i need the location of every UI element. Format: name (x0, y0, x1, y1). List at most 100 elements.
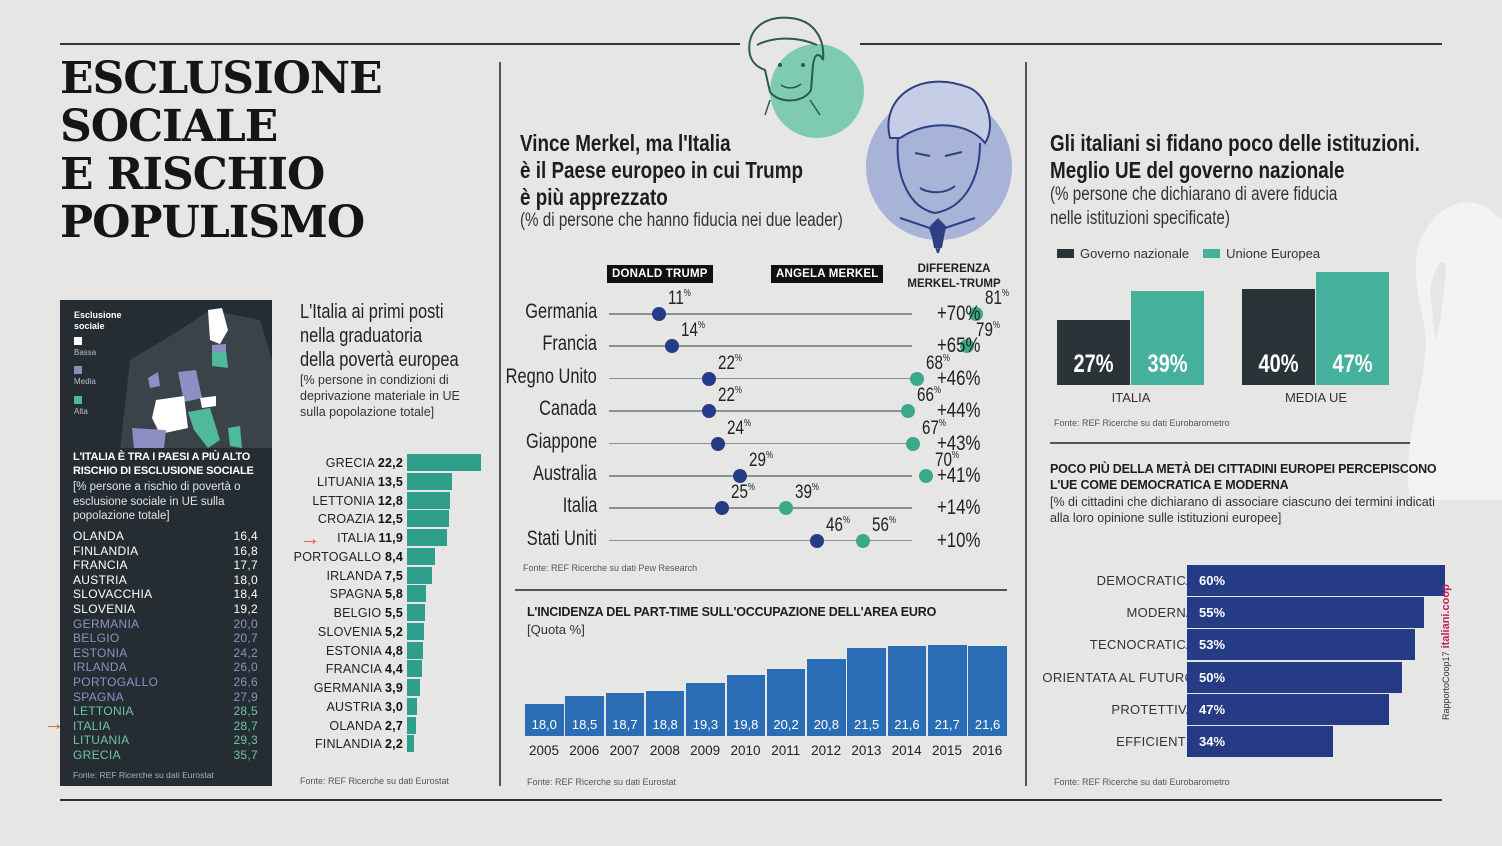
country-value: 7,5 (385, 568, 403, 583)
deprivation-subheading: [% persone in condizioni di deprivazione… (300, 373, 460, 419)
country-value: 22,2 (377, 456, 403, 470)
map-greece (228, 426, 242, 448)
eu-perception-bar: 34% (1187, 726, 1334, 757)
row-country: IRLANDA (73, 660, 128, 675)
term-label: EFFICIENTE (1116, 734, 1195, 749)
country-label: Francia (542, 332, 597, 356)
bottom-rule (60, 799, 1442, 801)
country-label: Stati Uniti (526, 526, 597, 550)
parttime-bar (847, 648, 886, 736)
country-value: 2,7 (385, 718, 403, 733)
bar-value-label: 27% (1073, 350, 1114, 378)
trump-portrait-icon (887, 80, 991, 253)
exclusion-row: ITALIA 28,7 (73, 719, 258, 734)
year-label: 2008 (649, 743, 680, 758)
year-label: 2011 (771, 743, 801, 758)
exclusion-row: GRECIA 35,7 (73, 748, 258, 763)
difference-value: +46% (937, 366, 981, 390)
bar-label: 21,5 (853, 717, 880, 732)
row-line (609, 345, 912, 347)
country-name: LETTONIA (312, 493, 378, 508)
country-label: Germania (525, 300, 597, 323)
deprivation-label: CROAZIA 12,5 (318, 512, 403, 526)
bar-label: 21,6 (894, 717, 920, 732)
top-rule-right (860, 43, 1442, 45)
bar-label: 19,8 (733, 717, 759, 732)
row-line (609, 442, 912, 445)
row-country: LETTONIA (73, 704, 134, 719)
row-value: 17,7 (233, 558, 258, 573)
fiducia-bar: 39% (1131, 291, 1204, 385)
exclusion-row: ESTONIA 24,2 (73, 646, 258, 661)
exclusion-row: SPAGNA 27,9 (73, 690, 258, 705)
deprivation-label: PORTOGALLO 8,4 (294, 550, 403, 564)
exclusion-row: LITUANIA 29,3 (73, 733, 258, 748)
bar-value-label: 50% (1199, 669, 1226, 685)
merkel-value: 79% (975, 320, 1000, 342)
map-ireland (148, 372, 160, 388)
country-value: 8,4 (385, 549, 403, 564)
country-value: 11,9 (378, 531, 403, 545)
deprivation-title: L'Italia ai primi posti nella graduatori… (300, 300, 464, 372)
country-name: ESTONIA (325, 643, 386, 658)
deprivation-bar (407, 529, 447, 546)
deprivation-row: SLOVENIA 5,2 (285, 622, 495, 642)
parttime-bar (605, 692, 645, 736)
deprivation-label: SPAGNA 5,8 (330, 587, 403, 601)
legend-swatch (74, 396, 82, 404)
country-name: BELGIO (333, 606, 386, 620)
brand-link[interactable]: italiani.coop (1440, 584, 1452, 649)
deprivation-label: GERMANIA 3,9 (314, 681, 403, 695)
trump-value: 14% (681, 320, 706, 342)
legend-media: Media (74, 366, 96, 386)
difference-value: +10% (937, 528, 981, 552)
country-value: 13,5 (377, 474, 403, 489)
row-value: 16,4 (233, 529, 258, 543)
title-line: della povertà europea (300, 349, 459, 371)
exclusion-row: AUSTRIA 18,0 (73, 573, 258, 588)
country-name: ITALIA (337, 531, 379, 545)
exclusion-panel: Esclusione sociale Bassa Media Alta L'IT… (60, 300, 272, 786)
column-divider-2 (1025, 62, 1027, 786)
row-value: 27,9 (233, 689, 258, 704)
row-value: 28,7 (233, 718, 258, 733)
row-country: FINLANDIA (73, 543, 139, 558)
eu-perception-title: POCO PIÙ DELLA METÀ DEI CITTADINI EUROPE… (1050, 462, 1437, 492)
trump-value: 22% (717, 352, 742, 374)
term-label: ORIENTATA AL FUTURO (1042, 669, 1195, 685)
map-legend-title: Esclusione sociale (74, 310, 122, 331)
merkel-dot (919, 469, 934, 483)
merkel-dot (959, 339, 974, 354)
row-value: 16,8 (233, 543, 258, 558)
trust-row: Canada 22% 66% +44% (505, 385, 1005, 422)
bar-value-label: 53% (1199, 637, 1226, 653)
country-value: 4,8 (385, 643, 403, 658)
country-value: 5,5 (385, 606, 403, 620)
merkel-dot (855, 533, 870, 548)
exclusion-source: Fonte: REF Ricerche su dati Eurostat (73, 770, 214, 780)
trump-dot (701, 371, 716, 386)
deprivation-bar (407, 604, 426, 621)
fiducia-title: Gli italiani si fidano poco delle istitu… (1050, 130, 1420, 184)
deprivation-label: OLANDA 2,7 (329, 719, 403, 733)
exclusion-row: FINLANDIA 16,8 (73, 544, 258, 559)
bar-value-label: 47% (1199, 701, 1226, 717)
trump-dot (810, 533, 825, 548)
deprivation-row: FINLANDIA 2,2 (285, 735, 495, 754)
country-name: AUSTRIA (326, 699, 386, 714)
legend-label: Governo nazionale (1080, 246, 1190, 261)
fiducia-bar: 40% (1242, 289, 1315, 385)
parttime-subheading: [Quota %] (527, 622, 585, 637)
row-country: SLOVACCHIA (73, 587, 153, 602)
brand-report: RapportoCoop17 (1441, 651, 1451, 720)
difference-column-header: DIFFERENZA MERKEL-TRUMP (904, 262, 1004, 292)
country-label: Australia (533, 462, 597, 485)
row-value: 26,6 (233, 674, 258, 689)
parttime-bar (766, 668, 806, 736)
trust-row: Germania 11% 81% +70% (505, 288, 1009, 325)
bar-label: 18,8 (652, 717, 678, 732)
bar-value-label: 47% (1332, 350, 1373, 378)
title-line: Gli italiani si fidano poco delle istitu… (1050, 130, 1420, 156)
bar-label: 18,5 (571, 717, 598, 732)
eu-perception-row: ORIENTATA AL FUTURO 50% (1040, 661, 1440, 693)
